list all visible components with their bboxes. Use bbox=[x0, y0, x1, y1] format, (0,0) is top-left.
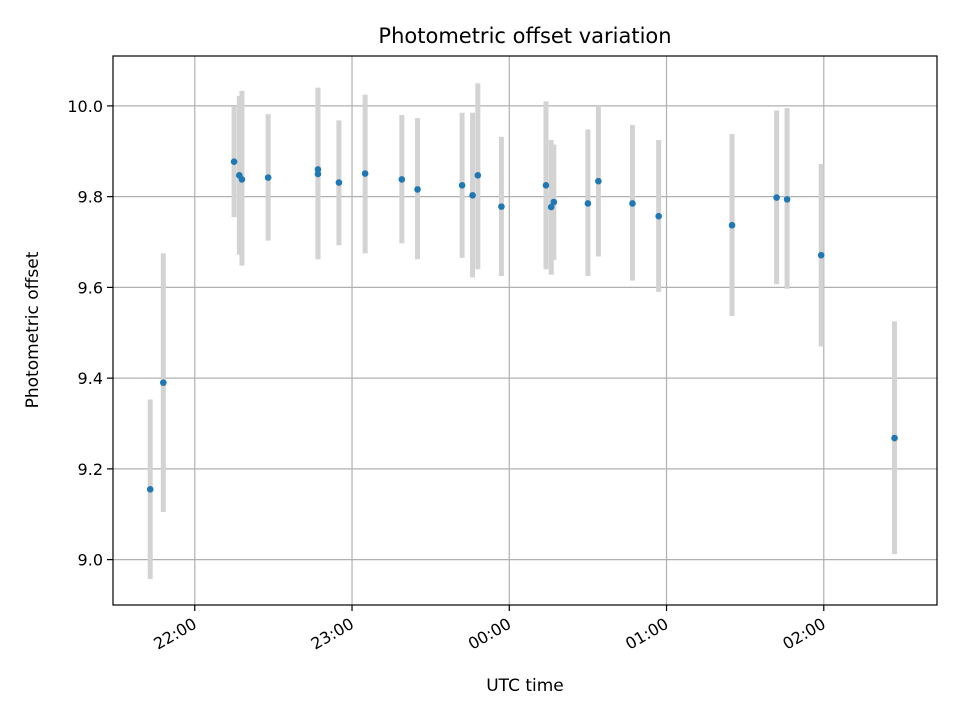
x-tick-label: 01:00 bbox=[622, 614, 671, 654]
x-axis-title: UTC time bbox=[486, 676, 564, 696]
y-axis-title: Photometric offset bbox=[23, 251, 43, 408]
data-point bbox=[160, 379, 167, 386]
data-point bbox=[469, 191, 476, 199]
data-point bbox=[584, 200, 592, 207]
data-point bbox=[542, 182, 550, 189]
y-tick-label: 9.6 bbox=[78, 278, 103, 297]
chart-title: Photometric offset variation bbox=[378, 24, 671, 48]
data-point bbox=[629, 200, 636, 207]
data-point bbox=[414, 186, 421, 193]
plot-frame bbox=[112, 55, 938, 606]
x-tick-label: 00:00 bbox=[465, 614, 514, 654]
tick-layer: 22:00 23:00 00:00 01:00 02:00 9.0 9.2 9.4 9.6 9.8… bbox=[67, 97, 828, 654]
data-point bbox=[728, 221, 736, 229]
data-point bbox=[550, 198, 558, 206]
data-point bbox=[146, 486, 154, 493]
data-point bbox=[655, 212, 662, 220]
y-tick-label: 9.8 bbox=[78, 188, 103, 207]
y-tick-label: 9.2 bbox=[78, 460, 103, 479]
data-point bbox=[474, 172, 482, 179]
grid-layer bbox=[113, 56, 937, 605]
data-point bbox=[458, 182, 466, 189]
data-point bbox=[595, 177, 602, 185]
errorbar-layer bbox=[147, 83, 898, 580]
data-point bbox=[238, 176, 246, 183]
data-point bbox=[773, 194, 780, 201]
data-point bbox=[230, 158, 238, 166]
data-point bbox=[314, 166, 322, 173]
x-tick-label: 22:00 bbox=[150, 614, 199, 654]
data-point bbox=[498, 203, 505, 210]
data-point bbox=[817, 251, 825, 259]
point-layer bbox=[146, 158, 898, 493]
data-point bbox=[547, 203, 555, 211]
data-point bbox=[264, 174, 272, 181]
x-tick-label: 02:00 bbox=[779, 614, 828, 654]
y-tick-label: 10.0 bbox=[67, 97, 103, 116]
y-tick-label: 9.0 bbox=[78, 551, 103, 570]
data-point bbox=[783, 196, 791, 203]
y-tick-label: 9.4 bbox=[78, 369, 103, 388]
x-tick-label: 23:00 bbox=[308, 614, 357, 654]
data-point bbox=[398, 176, 406, 183]
data-point bbox=[335, 179, 343, 186]
data-point bbox=[891, 434, 898, 442]
data-point bbox=[361, 170, 369, 177]
data-point bbox=[314, 170, 322, 178]
